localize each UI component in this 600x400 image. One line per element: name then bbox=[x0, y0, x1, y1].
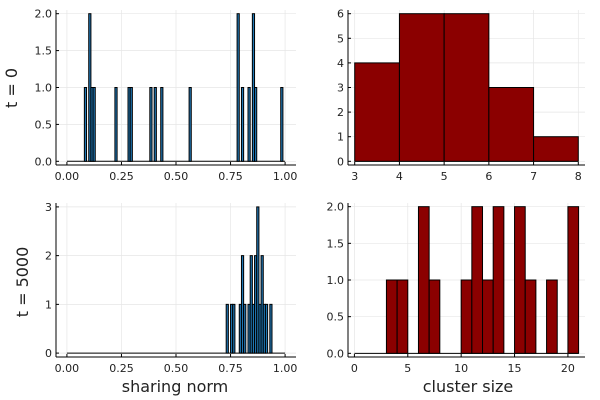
x-tick-label: 3 bbox=[351, 170, 358, 183]
y-tick-label: 0.5 bbox=[35, 118, 53, 131]
x-tick-label: 20 bbox=[561, 362, 575, 375]
histogram-bar bbox=[417, 206, 430, 354]
histogram-bar bbox=[488, 87, 535, 162]
histogram-bar bbox=[83, 87, 88, 162]
y-tick-label: 2.0 bbox=[35, 8, 53, 21]
histogram-bar bbox=[567, 206, 580, 354]
histogram-bar bbox=[254, 87, 258, 162]
row-label-bottom: t = 5000 bbox=[13, 247, 32, 318]
y-tick-label: 1 bbox=[45, 298, 52, 311]
x-tick-label: 0.00 bbox=[55, 170, 80, 183]
histogram-bar bbox=[240, 87, 245, 162]
subplot-sharing-norm-t5000: 0.00 0.25 0.50 0.75 1.00 0 1 2 3 bbox=[45, 201, 297, 375]
histogram-bar bbox=[225, 303, 229, 354]
histogram-bar bbox=[460, 279, 473, 354]
subplot-sharing-norm-t0: 0.00 0.25 0.50 0.75 1.00 0.0 0.5 1.0 1.5 2.0 bbox=[35, 8, 298, 183]
x-tick-label: 1.00 bbox=[273, 170, 298, 183]
y-tick-label: 2 bbox=[45, 250, 52, 263]
y-tick-label: 2 bbox=[337, 106, 344, 119]
y-tick-label: 3 bbox=[337, 82, 344, 95]
histogram-bar bbox=[264, 303, 269, 354]
y-tick-label: 0.5 bbox=[327, 311, 345, 324]
histogram-bar bbox=[524, 279, 537, 354]
histogram-bar bbox=[396, 279, 409, 354]
x-label-left: sharing norm bbox=[122, 377, 229, 396]
y-tick-label: 1.5 bbox=[327, 237, 345, 250]
subplot-cluster-size-t0: 3 4 5 6 7 8 0 1 2 3 4 5 6 bbox=[337, 8, 585, 183]
y-tick-label: 3 bbox=[45, 201, 52, 214]
y-tick-label: 0.0 bbox=[35, 155, 53, 168]
y-tick-label: 5 bbox=[337, 32, 344, 45]
x-tick-label: 0.00 bbox=[55, 362, 80, 375]
histogram-bar bbox=[256, 206, 260, 354]
histogram-bar bbox=[443, 13, 490, 162]
x-tick-label: 1.00 bbox=[273, 362, 298, 375]
x-tick-label: 8 bbox=[575, 170, 582, 183]
x-tick-label: 6 bbox=[485, 170, 492, 183]
histogram-bar bbox=[354, 62, 400, 162]
row-label-top: t = 0 bbox=[2, 68, 21, 108]
histogram-bar bbox=[533, 136, 579, 162]
histogram-bar bbox=[236, 13, 240, 162]
x-tick-label: 4 bbox=[396, 170, 403, 183]
histogram-bar bbox=[546, 279, 558, 354]
x-tick-label: 10 bbox=[454, 362, 468, 375]
x-tick-label: 5 bbox=[404, 362, 411, 375]
x-tick-label: 0.75 bbox=[218, 362, 243, 375]
histogram-bar bbox=[428, 279, 441, 354]
histogram-bar bbox=[149, 87, 153, 162]
y-tick-label: 4 bbox=[337, 57, 344, 70]
y-tick-label: 1.5 bbox=[35, 45, 53, 58]
histogram-bar bbox=[482, 279, 494, 354]
y-tick-label: 0.0 bbox=[327, 347, 345, 360]
histogram-bar bbox=[129, 87, 133, 162]
x-tick-label: 0.50 bbox=[164, 170, 189, 183]
y-tick-label: 2.0 bbox=[327, 201, 345, 214]
histogram-bar bbox=[188, 87, 192, 162]
x-tick-label: 0.25 bbox=[109, 362, 134, 375]
y-tick-label: 1.0 bbox=[35, 82, 53, 95]
x-tick-label: 7 bbox=[530, 170, 537, 183]
x-tick-label: 15 bbox=[508, 362, 522, 375]
x-tick-label: 0.50 bbox=[164, 362, 189, 375]
x-tick-label: 0 bbox=[351, 362, 358, 375]
x-label-right: cluster size bbox=[423, 377, 514, 396]
y-tick-label: 1 bbox=[337, 131, 344, 144]
histogram-bar bbox=[280, 87, 284, 162]
histogram-bar bbox=[398, 13, 445, 162]
subplot-cluster-size-t5000: 0 5 10 15 20 0.0 0.5 1.0 1.5 2.0 bbox=[327, 201, 585, 375]
histogram-bar bbox=[385, 279, 398, 354]
histogram-bar bbox=[243, 303, 247, 354]
x-tick-label: 0.25 bbox=[109, 170, 134, 183]
histogram-bar bbox=[232, 303, 236, 354]
x-tick-label: 5 bbox=[441, 170, 448, 183]
y-tick-label: 1.0 bbox=[327, 274, 345, 287]
histogram-bar bbox=[471, 206, 484, 354]
histogram-bar bbox=[92, 87, 96, 162]
y-tick-label: 6 bbox=[337, 8, 344, 21]
histogram-bar bbox=[492, 206, 505, 354]
histogram-bar bbox=[153, 87, 157, 162]
histogram-bar bbox=[114, 87, 118, 162]
x-tick-label: 0.75 bbox=[218, 170, 243, 183]
histogram-bar bbox=[160, 87, 164, 162]
y-tick-label: 0 bbox=[337, 155, 344, 168]
histogram-bar bbox=[247, 87, 251, 162]
y-tick-label: 0 bbox=[45, 347, 52, 360]
histogram-bar bbox=[269, 303, 273, 354]
histogram-bar bbox=[514, 206, 526, 354]
